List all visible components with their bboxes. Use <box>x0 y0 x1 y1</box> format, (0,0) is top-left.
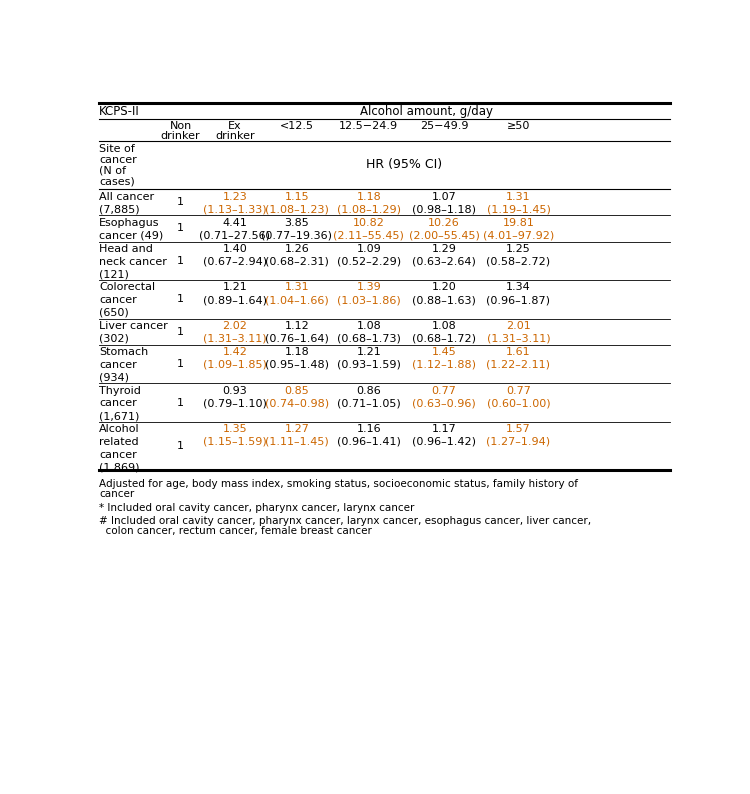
Text: drinker: drinker <box>215 132 254 141</box>
Text: 1: 1 <box>177 441 184 451</box>
Text: 1.31
(1.04–1.66): 1.31 (1.04–1.66) <box>265 283 328 305</box>
Text: 1.18
(0.95–1.48): 1.18 (0.95–1.48) <box>265 347 328 370</box>
Text: 1.18
(1.08–1.29): 1.18 (1.08–1.29) <box>337 191 400 214</box>
Text: 0.86
(0.71–1.05): 0.86 (0.71–1.05) <box>337 386 400 408</box>
Text: 10.82
(2.11–55.45): 10.82 (2.11–55.45) <box>334 218 404 241</box>
Text: 1.39
(1.03–1.86): 1.39 (1.03–1.86) <box>337 283 400 305</box>
Text: 1.20
(0.88–1.63): 1.20 (0.88–1.63) <box>412 283 476 305</box>
Text: 1.16
(0.96–1.41): 1.16 (0.96–1.41) <box>337 424 400 447</box>
Text: 10.26
(2.00–55.45): 10.26 (2.00–55.45) <box>409 218 479 241</box>
Text: 1.45
(1.12–1.88): 1.45 (1.12–1.88) <box>412 347 476 370</box>
Text: 1.27
(1.11–1.45): 1.27 (1.11–1.45) <box>265 424 328 447</box>
Text: HR (95% CI): HR (95% CI) <box>366 158 442 171</box>
Text: 1.42
(1.09–1.85): 1.42 (1.09–1.85) <box>202 347 267 370</box>
Text: * Included oral cavity cancer, pharynx cancer, larynx cancer: * Included oral cavity cancer, pharynx c… <box>99 503 415 513</box>
Text: 1.21
(0.93–1.59): 1.21 (0.93–1.59) <box>337 347 400 370</box>
Text: 1.34
(0.96–1.87): 1.34 (0.96–1.87) <box>487 283 550 305</box>
Text: 4.41
(0.71–27.56): 4.41 (0.71–27.56) <box>200 218 270 241</box>
Text: Alcohol amount, g/day: Alcohol amount, g/day <box>361 106 494 118</box>
Text: Alcohol
related
cancer
(1,869): Alcohol related cancer (1,869) <box>99 424 140 472</box>
Text: colon cancer, rectum cancer, female breast cancer: colon cancer, rectum cancer, female brea… <box>99 526 372 537</box>
Text: 1.07
(0.98–1.18): 1.07 (0.98–1.18) <box>412 191 476 214</box>
Text: 1.21
(0.89–1.64): 1.21 (0.89–1.64) <box>202 283 267 305</box>
Text: 1: 1 <box>177 295 184 304</box>
Text: 19.81
(4.01–97.92): 19.81 (4.01–97.92) <box>483 218 554 241</box>
Text: 0.85
(0.74–0.98): 0.85 (0.74–0.98) <box>265 386 328 408</box>
Text: Esophagus
cancer (49): Esophagus cancer (49) <box>99 218 164 241</box>
Text: 1: 1 <box>177 398 184 407</box>
Text: ≥50: ≥50 <box>507 121 530 132</box>
Text: 0.77
(0.63–0.96): 0.77 (0.63–0.96) <box>413 386 476 408</box>
Text: 1.29
(0.63–2.64): 1.29 (0.63–2.64) <box>412 244 476 267</box>
Text: 1.17
(0.96–1.42): 1.17 (0.96–1.42) <box>412 424 476 447</box>
Text: All cancer
(7,885): All cancer (7,885) <box>99 191 154 214</box>
Text: 1: 1 <box>177 198 184 207</box>
Text: 2.01
(1.31–3.11): 2.01 (1.31–3.11) <box>487 321 550 344</box>
Text: 1.57
(1.27–1.94): 1.57 (1.27–1.94) <box>487 424 550 447</box>
Text: KCPS-II: KCPS-II <box>99 106 140 118</box>
Text: 1: 1 <box>177 359 184 369</box>
Text: 1.31
(1.19–1.45): 1.31 (1.19–1.45) <box>487 191 550 214</box>
Text: Colorectal
cancer
(650): Colorectal cancer (650) <box>99 283 155 318</box>
Text: 1.26
(0.68–2.31): 1.26 (0.68–2.31) <box>265 244 328 267</box>
Text: 1.08
(0.68–1.73): 1.08 (0.68–1.73) <box>337 321 400 344</box>
Text: Thyroid
cancer
(1,671): Thyroid cancer (1,671) <box>99 386 141 421</box>
Text: Liver cancer
(302): Liver cancer (302) <box>99 321 168 344</box>
Text: 0.93
(0.79–1.10): 0.93 (0.79–1.10) <box>202 386 267 408</box>
Text: 1.12
(0.76–1.64): 1.12 (0.76–1.64) <box>265 321 328 344</box>
Text: 1.23
(1.13–1.33): 1.23 (1.13–1.33) <box>203 191 266 214</box>
Text: Site of: Site of <box>99 144 135 154</box>
Text: (N of: (N of <box>99 165 126 175</box>
Text: cancer: cancer <box>99 489 134 499</box>
Text: 25−49.9: 25−49.9 <box>420 121 468 132</box>
Text: # Included oral cavity cancer, pharynx cancer, larynx cancer, esophagus cancer, : # Included oral cavity cancer, pharynx c… <box>99 516 591 526</box>
Text: 1.08
(0.68–1.72): 1.08 (0.68–1.72) <box>412 321 476 344</box>
Text: Stomach
cancer
(934): Stomach cancer (934) <box>99 347 148 383</box>
Text: Non: Non <box>170 121 192 132</box>
Text: 1.40
(0.67–2.94): 1.40 (0.67–2.94) <box>202 244 267 267</box>
Text: drinker: drinker <box>160 132 200 141</box>
Text: Adjusted for age, body mass index, smoking status, socioeconomic status, family : Adjusted for age, body mass index, smoki… <box>99 479 578 489</box>
Text: 2.02
(1.31–3.11): 2.02 (1.31–3.11) <box>203 321 266 344</box>
Text: 1.35
(1.15–1.59): 1.35 (1.15–1.59) <box>203 424 267 447</box>
Text: 1: 1 <box>177 326 184 337</box>
Text: cases): cases) <box>99 176 135 186</box>
Text: 1: 1 <box>177 223 184 233</box>
Text: cancer: cancer <box>99 155 137 164</box>
Text: 1.25
(0.58–2.72): 1.25 (0.58–2.72) <box>487 244 550 267</box>
Text: 1: 1 <box>177 256 184 266</box>
Text: 0.77
(0.60–1.00): 0.77 (0.60–1.00) <box>487 386 550 408</box>
Text: <12.5: <12.5 <box>280 121 314 132</box>
Text: 12.5−24.9: 12.5−24.9 <box>339 121 398 132</box>
Text: 1.09
(0.52–2.29): 1.09 (0.52–2.29) <box>337 244 401 267</box>
Text: Ex: Ex <box>228 121 242 132</box>
Text: 3.85
(0.77–19.36): 3.85 (0.77–19.36) <box>261 218 332 241</box>
Text: Head and
neck cancer
(121): Head and neck cancer (121) <box>99 244 167 279</box>
Text: 1.61
(1.22–2.11): 1.61 (1.22–2.11) <box>487 347 550 370</box>
Text: 1.15
(1.08–1.23): 1.15 (1.08–1.23) <box>265 191 328 214</box>
